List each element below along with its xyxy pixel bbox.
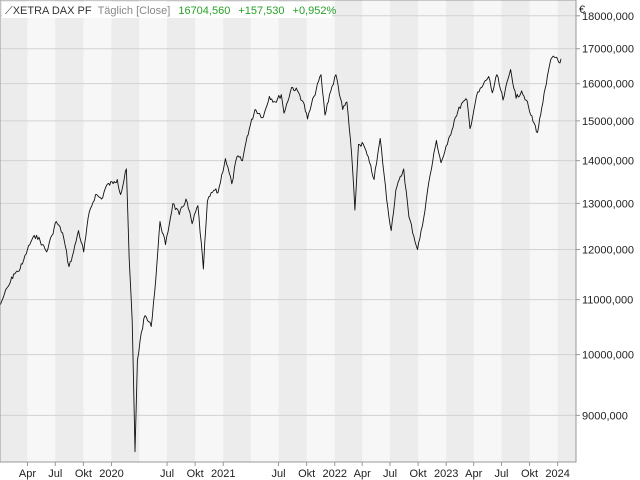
chart-type-icon: ⟋ bbox=[5, 5, 13, 17]
quarter-band bbox=[55, 0, 84, 462]
interval-label: Täglich [Close] bbox=[98, 5, 171, 17]
x-tick-label: Apr bbox=[465, 468, 482, 480]
x-tick-label: 2023 bbox=[434, 468, 458, 480]
series-line bbox=[0, 55, 562, 453]
x-tick-label: Okt bbox=[410, 468, 427, 480]
x-tick-label: Apr bbox=[19, 468, 36, 480]
quarter-band bbox=[334, 0, 363, 462]
quarter-band bbox=[0, 0, 28, 462]
quarter-band bbox=[223, 0, 251, 462]
currency-label: € bbox=[579, 4, 585, 16]
x-tick-label: 2020 bbox=[99, 468, 123, 480]
x-axis: Apr Jul Okt 2020 Jul Okt 2021 Jul Okt 2022 Apr Jul O… bbox=[19, 462, 570, 480]
quarter-band bbox=[557, 0, 576, 462]
header-background bbox=[2, 2, 332, 18]
x-tick-label: Apr bbox=[354, 468, 371, 480]
price-series bbox=[0, 55, 562, 453]
x-tick-label: Okt bbox=[187, 468, 204, 480]
quarter-band bbox=[111, 0, 140, 462]
x-tick-label: Jul bbox=[272, 468, 286, 480]
y-tick-label: 12000,000 bbox=[582, 245, 634, 257]
quarter-band bbox=[446, 0, 474, 462]
price-change-percent: +0,952% bbox=[293, 5, 337, 17]
grid-lines bbox=[0, 15, 576, 416]
x-tick-label: Okt bbox=[521, 468, 538, 480]
y-tick-label: 13000,000 bbox=[582, 198, 634, 210]
price-change: +157,530 bbox=[238, 5, 284, 17]
x-tick-label: 2021 bbox=[211, 468, 235, 480]
y-tick-label: 14000,000 bbox=[582, 156, 634, 168]
last-price: 16704,560 bbox=[178, 5, 230, 17]
y-tick-label: 17000,000 bbox=[582, 44, 634, 56]
quarter-band bbox=[501, 0, 530, 462]
x-tick-label: Jul bbox=[383, 468, 397, 480]
y-tick-label: 18000,000 bbox=[582, 11, 634, 23]
y-tick-label: 16000,000 bbox=[582, 79, 634, 91]
x-tick-label: Okt bbox=[75, 468, 92, 480]
x-tick-label: 2024 bbox=[545, 468, 569, 480]
plot-frame bbox=[0, 0, 577, 463]
x-tick-label: Jul bbox=[494, 468, 508, 480]
quarter-band bbox=[390, 0, 419, 462]
y-tick-label: 15000,000 bbox=[582, 116, 634, 128]
x-tick-label: 2022 bbox=[322, 468, 346, 480]
y-tick-label: 11000,000 bbox=[582, 295, 633, 307]
symbol-name: XETRA DAX PF bbox=[13, 5, 92, 17]
x-tick-label: Okt bbox=[298, 468, 315, 480]
x-tick-label: Jul bbox=[48, 468, 62, 480]
y-tick-label: 9000,000 bbox=[582, 410, 628, 422]
period-bands bbox=[0, 0, 576, 462]
chart-header: ⟋XETRA DAX PF Täglich [Close] 16704,560 +15… bbox=[2, 2, 336, 18]
quarter-band bbox=[278, 0, 307, 462]
x-tick-label: Jul bbox=[160, 468, 174, 480]
y-tick-label: 10000,000 bbox=[582, 350, 634, 362]
y-axis: 9000,000 10000,000 11000,000 12000,000 13000… bbox=[576, 11, 634, 422]
header-line: ⟋XETRA DAX PF Täglich [Close] 16704,560 +15… bbox=[5, 5, 336, 17]
quarter-band bbox=[167, 0, 196, 462]
